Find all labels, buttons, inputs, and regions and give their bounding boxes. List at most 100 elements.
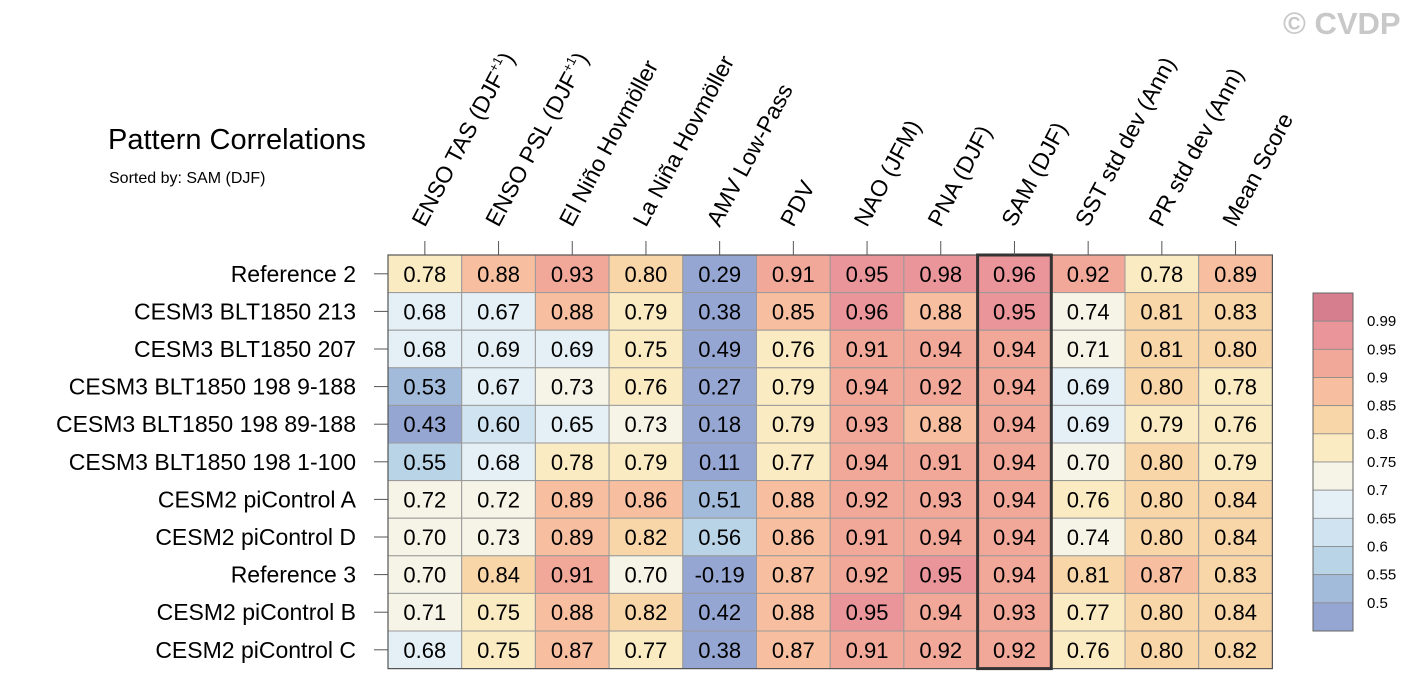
colorbar-tick-label: 0.5 <box>1367 595 1388 612</box>
cell-value-label: 0.88 <box>919 412 962 437</box>
cell-value-label: 0.86 <box>625 487 668 512</box>
heatmap-cell <box>387 329 463 369</box>
cell-value-label: 0.84 <box>1214 487 1257 512</box>
cell-value-label: 0.73 <box>477 525 520 550</box>
row-label: CESM3 BLT1850 198 89-188 <box>56 411 356 437</box>
heatmap-cell <box>1124 367 1200 406</box>
cell-value-label: 0.53 <box>403 375 446 400</box>
heatmap-cell <box>977 292 1052 331</box>
row-label: CESM2 piControl C <box>155 637 356 663</box>
cell-value-label: 0.43 <box>403 412 446 437</box>
cell-value-label: 0.94 <box>993 375 1036 400</box>
heatmap-cell <box>461 592 536 632</box>
cell-value-label: 0.80 <box>1140 600 1183 625</box>
cell-value-label: 0.18 <box>698 412 741 437</box>
cell-value-label: 0.11 <box>699 450 740 475</box>
cell-value-label: 0.69 <box>551 337 594 362</box>
heatmap-cell <box>903 630 979 670</box>
cell-value-label: 0.94 <box>993 337 1036 362</box>
cell-value-label: 0.80 <box>1140 375 1183 400</box>
heatmap-cell <box>534 329 610 369</box>
cell-value-label: 0.68 <box>403 337 446 362</box>
row-label: CESM3 BLT1850 198 9-188 <box>69 374 356 400</box>
cell-value-label: 0.89 <box>1214 262 1257 287</box>
cell-value-label: 0.83 <box>1214 563 1257 588</box>
cell-value-label: 0.80 <box>1140 487 1183 512</box>
cell-value-label: 0.96 <box>846 299 889 324</box>
heatmap-cell <box>1050 404 1126 444</box>
cell-value-label: 0.80 <box>1214 337 1257 362</box>
heatmap-cell <box>534 592 610 632</box>
heatmap-cell <box>1124 592 1200 632</box>
cell-value-label: 0.87 <box>551 638 594 663</box>
cell-value-label: 0.92 <box>846 563 889 588</box>
cell-value-label: -0.19 <box>695 563 745 588</box>
cell-value-label: 0.84 <box>477 563 520 588</box>
heatmap-cell <box>1124 517 1200 557</box>
cell-value-label: 0.88 <box>772 600 815 625</box>
heatmap-cell <box>756 517 831 557</box>
heatmap-cell <box>1198 517 1273 557</box>
heatmap-cell <box>1198 480 1273 519</box>
heatmap-cell <box>461 442 536 482</box>
colorbar-tick-label: 0.8 <box>1367 426 1388 443</box>
cell-value-label: 0.82 <box>625 600 668 625</box>
colorbar-segment <box>1312 405 1354 435</box>
cell-value-label: 0.56 <box>698 525 741 550</box>
cell-value-label: 0.75 <box>625 337 668 362</box>
column-label: SAM (DJF) <box>996 118 1072 231</box>
cell-value-label: 0.76 <box>625 375 668 400</box>
chart-title: Pattern Correlations <box>108 124 366 156</box>
cell-value-label: 0.73 <box>625 412 668 437</box>
cell-value-label: 0.92 <box>993 638 1036 663</box>
cell-value-label: 0.95 <box>846 600 889 625</box>
heatmap-cell <box>829 367 905 406</box>
column-label: NAO (JFM) <box>849 115 927 230</box>
cell-value-label: 0.84 <box>1214 600 1257 625</box>
cell-value-label: 0.79 <box>772 412 815 437</box>
cell-value-label: 0.95 <box>993 299 1036 324</box>
heatmap-cell <box>608 480 684 519</box>
cell-value-label: 0.94 <box>919 600 962 625</box>
column-label: PNA (DJF) <box>922 121 997 230</box>
cell-value-label: 0.91 <box>772 262 815 287</box>
heatmap-cell <box>829 630 905 670</box>
cell-value-label: 0.83 <box>1214 299 1257 324</box>
cell-value-label: 0.79 <box>625 299 668 324</box>
heatmap-cell <box>387 555 463 594</box>
colorbar-segment <box>1312 377 1354 407</box>
cell-value-label: 0.94 <box>993 525 1036 550</box>
cell-value-label: 0.74 <box>1067 525 1110 550</box>
cell-value-label: 0.70 <box>1067 450 1110 475</box>
cell-value-label: 0.88 <box>772 487 815 512</box>
cell-value-label: 0.55 <box>403 450 446 475</box>
cell-value-label: 0.72 <box>477 487 520 512</box>
heatmap-cell <box>1198 329 1273 369</box>
cell-value-label: 0.95 <box>846 262 889 287</box>
cell-value-label: 0.78 <box>1140 262 1183 287</box>
cell-value-label: 0.67 <box>477 299 520 324</box>
cell-value-label: 0.84 <box>1214 525 1257 550</box>
heatmap-cell <box>534 367 610 406</box>
colorbar-tick-label: 0.85 <box>1367 398 1396 415</box>
heatmap-cell <box>1124 555 1200 594</box>
colorbar-tick-label: 0.9 <box>1367 370 1388 387</box>
cell-value-label: 0.76 <box>1214 412 1257 437</box>
heatmap-cell <box>461 630 536 670</box>
cell-value-label: 0.79 <box>1214 450 1257 475</box>
row-label: CESM2 piControl A <box>158 486 357 512</box>
cell-value-label: 0.94 <box>919 337 962 362</box>
copyright-watermark: © CVDP <box>1283 6 1401 41</box>
cell-value-label: 0.85 <box>772 299 815 324</box>
cell-value-label: 0.65 <box>551 412 594 437</box>
cell-value-label: 0.98 <box>919 262 962 287</box>
cell-value-label: 0.79 <box>772 375 815 400</box>
heatmap-cell <box>756 555 831 594</box>
cell-value-label: 0.93 <box>919 487 962 512</box>
cell-value-label: 0.75 <box>477 638 520 663</box>
heatmap-cell <box>756 404 831 444</box>
heatmap-cell <box>682 555 757 594</box>
cell-value-label: 0.51 <box>698 487 741 512</box>
cell-value-label: 0.81 <box>1140 337 1183 362</box>
cell-value-label: 0.93 <box>551 262 594 287</box>
